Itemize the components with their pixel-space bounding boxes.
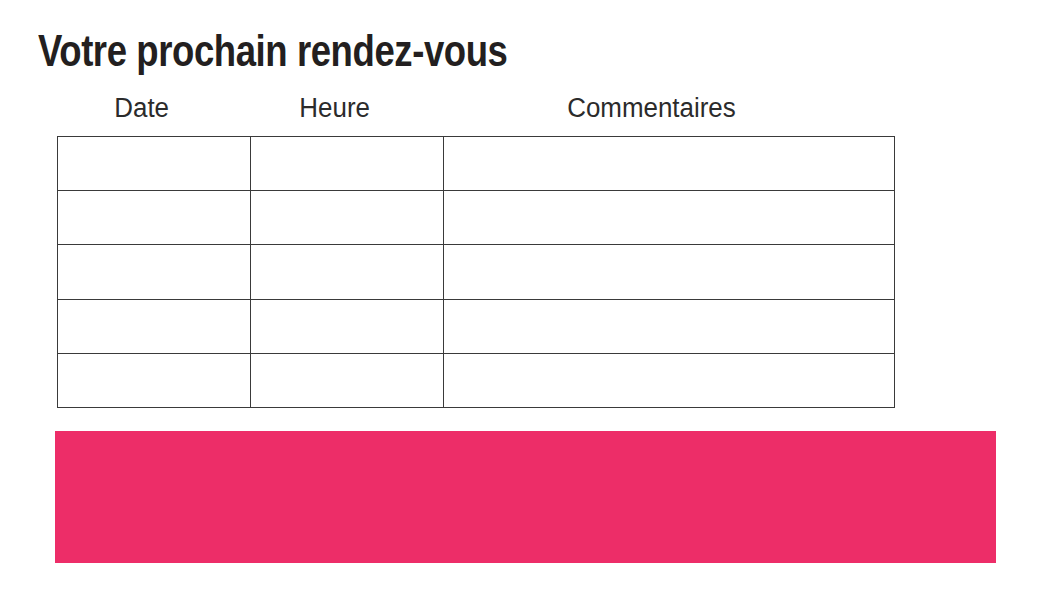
appointments-table-body: [58, 137, 895, 408]
table-row: [58, 137, 895, 191]
table-cell: [58, 245, 251, 299]
table-cell: [251, 245, 444, 299]
table-cell: [58, 353, 251, 407]
table-cell: [251, 191, 444, 245]
page-title: Votre prochain rendez-vous: [38, 29, 507, 73]
table-cell: [444, 299, 895, 353]
table-cell: [444, 353, 895, 407]
table-cell: [444, 137, 895, 191]
table-cell: [58, 299, 251, 353]
column-header-heure: Heure: [242, 94, 427, 124]
table-cell: [251, 299, 444, 353]
accent-bar: [55, 431, 996, 563]
appointments-table: [57, 136, 895, 408]
table-cell: [251, 353, 444, 407]
table-row: [58, 245, 895, 299]
column-header-date: Date: [49, 94, 234, 124]
table-cell: [251, 137, 444, 191]
table-row: [58, 353, 895, 407]
table-row: [58, 299, 895, 353]
table-row: [58, 191, 895, 245]
appointment-document: Votre prochain rendez-vous Date Heure Co…: [0, 0, 1050, 600]
table-cell: [444, 191, 895, 245]
column-header-commentaires: Commentaires: [435, 94, 868, 124]
table-cell: [444, 245, 895, 299]
table-cell: [58, 191, 251, 245]
table-cell: [58, 137, 251, 191]
